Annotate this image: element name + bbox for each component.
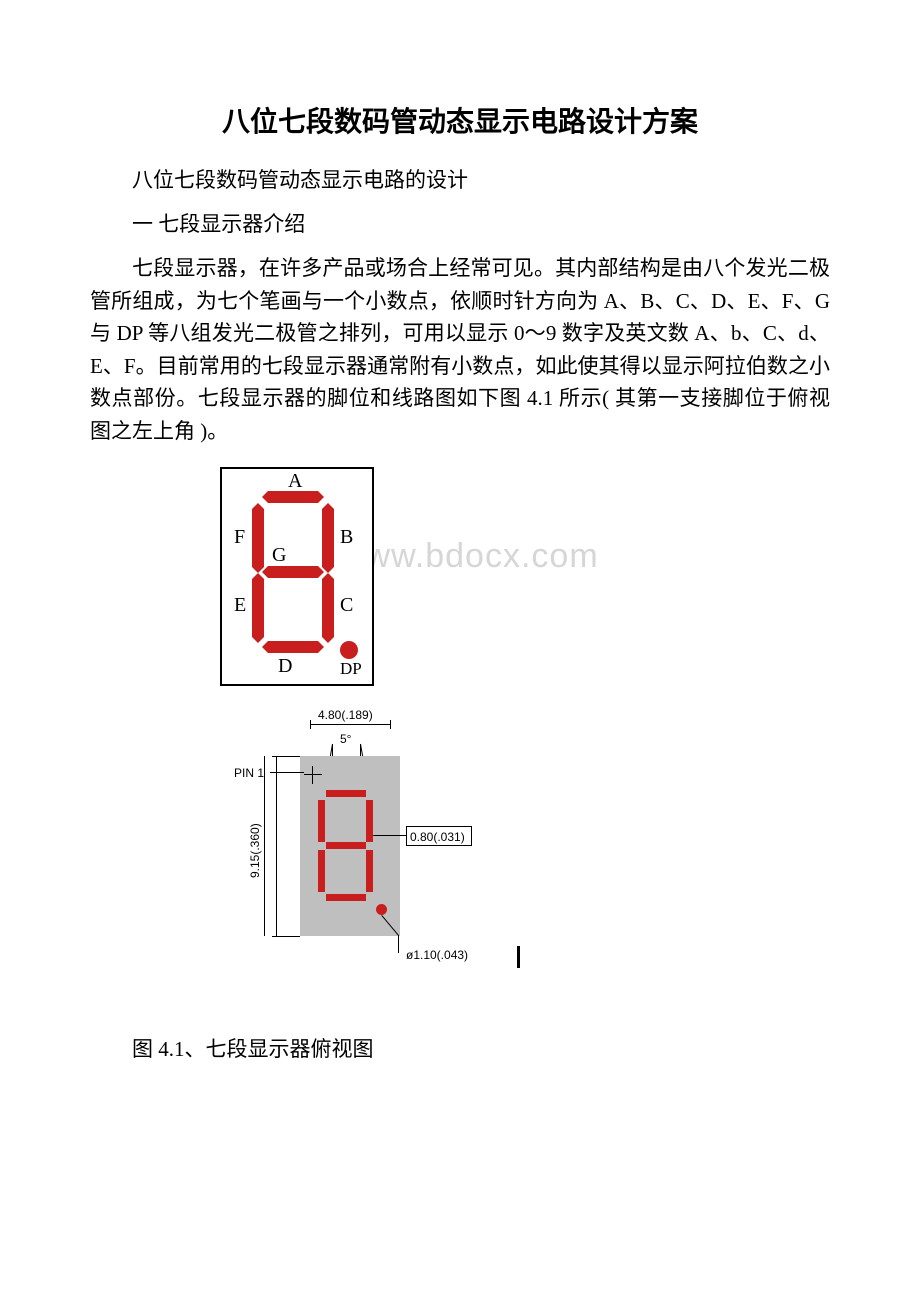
label-c: C [340,594,353,617]
dim-dp-dia: ø1.10(.043) [406,948,468,962]
tech-seg-a [326,790,366,797]
segment-c [322,579,334,637]
tech-seg-g [326,842,366,849]
tech-seg-f [318,800,325,842]
label-e: E [234,594,246,617]
segment-dp [340,641,358,659]
dim-tick-top-l [310,720,311,729]
tech-seg-b [366,800,373,842]
figure-block: www.bdocx.com A B C D E F G DP [90,467,830,983]
document-title: 八位七段数码管动态显示电路设计方案 [90,100,830,140]
dim-line-left [276,756,277,936]
label-a: A [288,470,302,493]
label-d: D [278,655,292,678]
watermark-text: www.bdocx.com [340,537,599,576]
segment-g [268,566,318,578]
document-page: 八位七段数码管动态显示电路设计方案 八位七段数码管动态显示电路的设计 一 七段显… [0,0,920,1123]
tech-seg-e [318,850,325,892]
label-f: F [234,526,245,549]
segw-leader [373,835,406,836]
dim-line-top [310,724,390,725]
dim-width-top: 4.80(.189) [318,708,373,722]
dim-height-left: 9.15(.360) [248,824,262,879]
label-pin1: PIN 1 [234,766,264,780]
segment-f [252,509,264,567]
dim-tick-left-b [272,936,300,937]
label-dp: DP [340,659,362,679]
figure-caption: 图 4.1、七段显示器俯视图 [90,1033,830,1063]
label-g: G [272,544,286,567]
label-b: B [340,526,353,549]
document-subtitle: 八位七段数码管动态显示电路的设计 [90,164,830,194]
figure-wrapper: www.bdocx.com A B C D E F G DP [220,467,480,978]
dim-angle: 5° [340,732,351,746]
segment-b [322,509,334,567]
tech-seg-d [326,894,366,901]
seven-segment-diagram: A B C D E F G DP [220,467,374,686]
dim-line-left2 [264,756,265,936]
dim-seg-width: 0.80(.031) [410,830,465,844]
segment-d [268,641,318,653]
dim-tick-top-r [390,720,391,729]
section-heading: 一 七段显示器介绍 [90,208,830,238]
technical-drawing: 4.80(.189) 5° PIN 1 9.15(.360) [220,708,480,978]
segment-e [252,579,264,637]
text-cursor-icon [517,946,520,968]
dim-tick-left-t [272,756,300,757]
pin1-cross-v [312,766,313,784]
pin1-cross-h [304,774,322,775]
tech-seg-c [366,850,373,892]
dp-leader-2 [398,935,399,953]
body-paragraph: 七段显示器，在许多产品或场合上经常可见。其内部结构是由八个发光二极管所组成，为七… [90,252,830,447]
